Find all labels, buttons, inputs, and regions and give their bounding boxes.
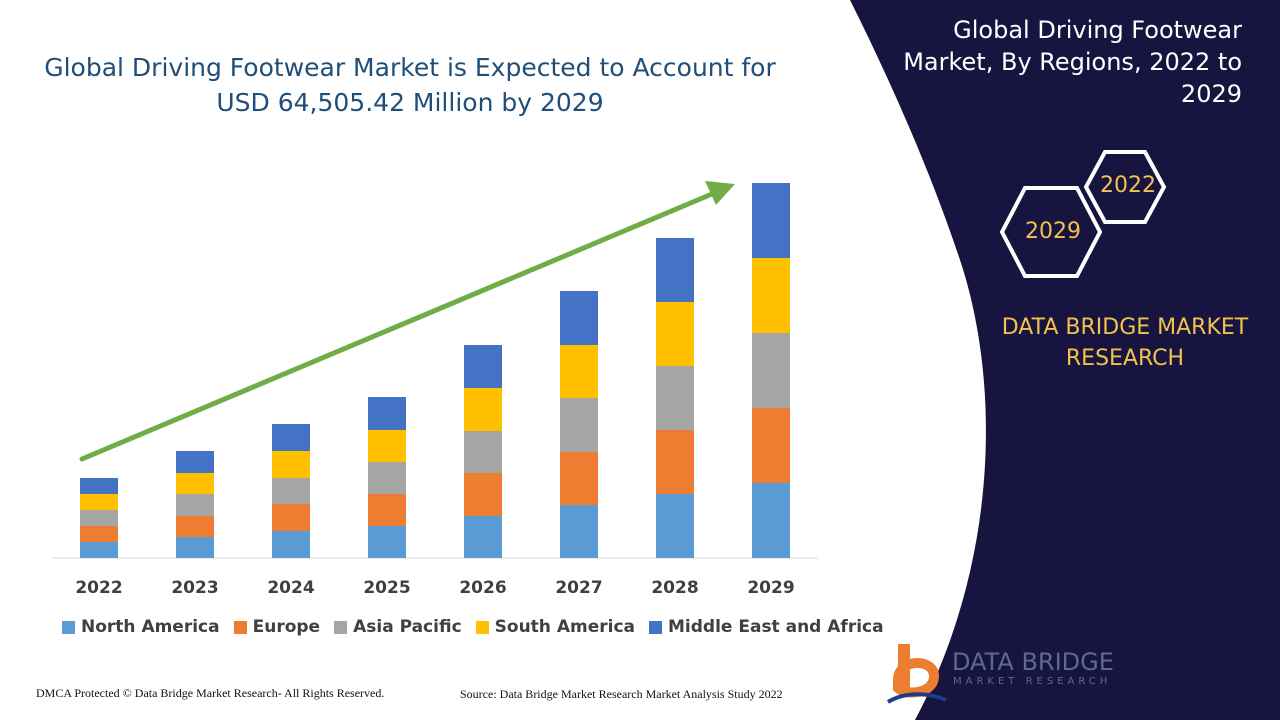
- legend: North America Europe Asia Pacific South Ame…: [62, 617, 884, 637]
- hexagon-2022-label: 2022: [1100, 173, 1156, 198]
- x-tick-label: 2024: [267, 578, 314, 598]
- brand-name: DATA BRIDGE MARKET RESEARCH: [1001, 315, 1249, 371]
- bar-2028-north-america: [656, 494, 694, 558]
- bar-2027-north-america: [560, 505, 598, 558]
- legend-item: Middle East and Africa: [649, 617, 884, 637]
- legend-label: South America: [494, 617, 635, 637]
- bar-2027-middle-east-and-africa: [560, 291, 598, 345]
- logo-tagline: MARKET RESEARCH: [953, 676, 1112, 687]
- bar-2027-europe: [560, 452, 598, 505]
- bar-2029-south-america: [752, 258, 790, 333]
- legend-item: North America: [62, 617, 220, 637]
- bar-2028-south-america: [656, 302, 694, 366]
- bar-2023-south-america: [176, 473, 214, 494]
- bar-2028-europe: [656, 430, 694, 494]
- bar-2027-asia-pacific: [560, 398, 598, 452]
- legend-label: Europe: [252, 617, 321, 637]
- legend-label: Asia Pacific: [353, 617, 462, 637]
- bar-2025-north-america: [368, 526, 406, 558]
- legend-item: Europe: [233, 617, 321, 637]
- hexagon-badges: [999, 150, 1167, 278]
- chart-title: Global Driving Footwear Market is Expect…: [44, 53, 776, 117]
- legend-swatch: [62, 620, 75, 634]
- x-tick-label: 2026: [459, 578, 506, 598]
- source-note: Source: Data Bridge Market Research Mark…: [460, 687, 783, 701]
- logo-wordmark: DATA BRIDGE: [952, 648, 1114, 676]
- bar-2026-europe: [464, 473, 502, 516]
- hexagon-2029-icon: [999, 186, 1103, 278]
- bar-2022-south-america: [80, 494, 118, 510]
- bar-2022-europe: [80, 526, 118, 542]
- copyright-notice: DMCA Protected © Data Bridge Market Rese…: [36, 686, 385, 700]
- x-tick-label: 2022: [75, 578, 122, 598]
- bar-2026-middle-east-and-africa: [464, 345, 502, 388]
- bar-2022-north-america: [80, 542, 118, 558]
- bar-2028-middle-east-and-africa: [656, 238, 694, 302]
- bar-2025-south-america: [368, 430, 406, 462]
- legend-swatch: [475, 620, 489, 634]
- trend-arrow: [79, 191, 715, 462]
- legend-label: North America: [81, 617, 220, 637]
- bar-2025-asia-pacific: [368, 462, 406, 494]
- sidebar-panel: [850, 0, 1280, 720]
- x-tick-label: 2027: [555, 578, 602, 598]
- legend-item: South America: [475, 617, 635, 637]
- legend-item: Asia Pacific: [334, 617, 462, 637]
- trend-arrow-head: [705, 181, 735, 205]
- bar-2024-asia-pacific: [272, 478, 310, 504]
- legend-swatch: [233, 620, 247, 634]
- bar-2024-south-america: [272, 451, 310, 478]
- bar-2027-south-america: [560, 345, 598, 398]
- bar-2026-north-america: [464, 516, 502, 558]
- legend-swatch: [649, 620, 662, 634]
- bar-2023-middle-east-and-africa: [176, 451, 214, 473]
- bar-2023-europe: [176, 516, 214, 537]
- hexagon-2029-label: 2029: [1025, 219, 1081, 244]
- bar-2026-south-america: [464, 388, 502, 431]
- bar-2024-middle-east-and-africa: [272, 424, 310, 451]
- x-tick-label: 2023: [171, 578, 218, 598]
- bar-2025-europe: [368, 494, 406, 526]
- legend-label: Middle East and Africa: [668, 617, 884, 637]
- bar-2022-asia-pacific: [80, 510, 118, 526]
- bar-2028-asia-pacific: [656, 366, 694, 430]
- bar-2029-europe: [752, 408, 790, 483]
- bar-2029-north-america: [752, 483, 790, 558]
- bar-2029-asia-pacific: [752, 333, 790, 408]
- x-tick-label: 2028: [651, 578, 698, 598]
- bar-2029-middle-east-and-africa: [752, 183, 790, 258]
- x-tick-label: 2029: [747, 578, 794, 598]
- bar-2024-north-america: [272, 531, 310, 558]
- bar-2023-north-america: [176, 537, 214, 558]
- bar-2025-middle-east-and-africa: [368, 397, 406, 430]
- bar-2026-asia-pacific: [464, 431, 502, 473]
- bar-2024-europe: [272, 504, 310, 531]
- hexagon-2022-icon: [1083, 150, 1167, 224]
- legend-swatch: [334, 620, 348, 634]
- bar-2022-middle-east-and-africa: [80, 478, 118, 494]
- x-tick-label: 2025: [363, 578, 410, 598]
- sidebar-title: Global Driving Footwear Market, By Regio…: [903, 16, 1242, 108]
- bar-2023-asia-pacific: [176, 494, 214, 516]
- data-bridge-logo-icon: [886, 644, 947, 704]
